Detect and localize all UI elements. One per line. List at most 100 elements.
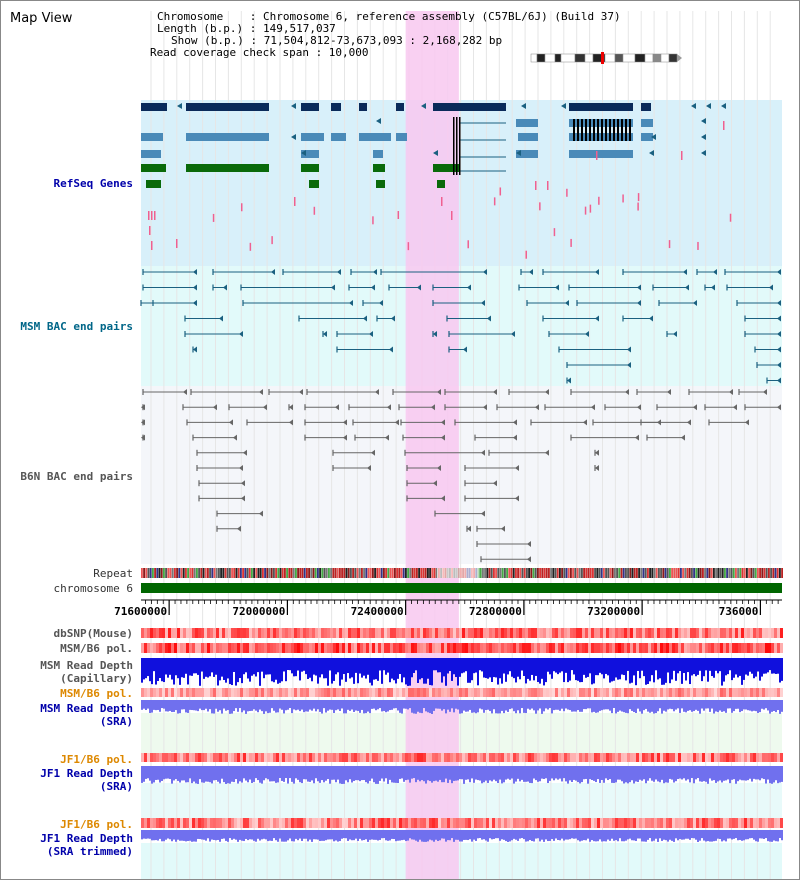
heat-cell xyxy=(504,628,507,638)
heat-cell xyxy=(174,628,177,638)
depth-bar xyxy=(169,766,171,779)
depth-bar xyxy=(147,830,149,839)
depth-bar xyxy=(721,658,723,686)
depth-bar xyxy=(385,766,387,779)
depth-bar xyxy=(779,700,781,714)
heat-cell xyxy=(711,753,714,762)
heat-cell xyxy=(465,688,468,697)
depth-bar xyxy=(335,766,337,783)
depth-bar xyxy=(595,700,597,713)
repeat-mark xyxy=(486,568,489,578)
track-label-refseq[interactable]: RefSeq Genes xyxy=(53,177,133,190)
depth-bar xyxy=(141,658,143,683)
depth-bar xyxy=(433,700,435,711)
depth-bar xyxy=(381,658,383,684)
depth-bar xyxy=(299,658,301,681)
depth-bar xyxy=(463,658,465,673)
bac-end xyxy=(515,495,519,502)
depth-bar xyxy=(361,658,363,678)
depth-bar xyxy=(441,830,443,839)
depth-bar xyxy=(347,700,349,710)
heat-cell xyxy=(366,818,369,828)
heat-cell xyxy=(243,688,246,697)
heat-cell xyxy=(702,628,705,638)
depth-bar xyxy=(541,766,543,779)
gene-arrow xyxy=(701,118,706,124)
heat-cell xyxy=(387,688,390,697)
heat-cell xyxy=(144,753,147,762)
depth-bar xyxy=(149,830,151,839)
bac-end xyxy=(241,480,245,487)
depth-bar xyxy=(173,700,175,712)
heat-cell xyxy=(354,818,357,828)
repeat-mark xyxy=(354,568,357,578)
depth-bar xyxy=(219,766,221,784)
depth-bar xyxy=(567,700,569,710)
heat-cell xyxy=(261,753,264,762)
gene-block xyxy=(301,150,319,158)
depth-bar xyxy=(749,766,751,779)
heat-cell xyxy=(249,818,252,828)
depth-bar xyxy=(513,658,515,679)
heat-cell xyxy=(327,818,330,828)
depth-bar xyxy=(503,700,505,714)
depth-bar xyxy=(437,658,439,673)
heat-cell xyxy=(774,643,777,653)
heat-cell xyxy=(372,688,375,697)
depth-bar xyxy=(399,700,401,713)
heat-cell xyxy=(681,628,684,638)
heat-cell xyxy=(258,688,261,697)
depth-bar xyxy=(237,830,239,842)
heat-cell xyxy=(174,818,177,828)
heat-cell xyxy=(255,643,258,653)
depth-bar xyxy=(781,658,783,681)
bac-end xyxy=(501,525,505,532)
depth-bar xyxy=(591,700,593,713)
depth-bar xyxy=(603,830,605,842)
depth-bar xyxy=(145,830,147,839)
depth-bar xyxy=(303,766,305,780)
depth-bar xyxy=(141,830,143,840)
depth-bar xyxy=(397,766,399,784)
depth-bar xyxy=(657,766,659,782)
depth-bar xyxy=(779,830,781,839)
bac-end xyxy=(441,419,445,426)
heat-cell xyxy=(375,688,378,697)
depth-bar xyxy=(409,766,411,783)
repeat-mark xyxy=(215,568,218,578)
depth-bar xyxy=(465,658,467,672)
depth-bar xyxy=(153,700,155,710)
heat-cell xyxy=(375,643,378,653)
track-label-b6n-bac[interactable]: B6N BAC end pairs xyxy=(20,470,133,483)
depth-bar xyxy=(769,658,771,671)
heat-cell xyxy=(189,818,192,828)
heat-cell xyxy=(585,643,588,653)
heat-cell xyxy=(486,688,489,697)
heat-cell xyxy=(756,628,759,638)
heat-cell xyxy=(570,753,573,762)
bac-end xyxy=(237,525,241,532)
repeat-mark xyxy=(521,568,524,578)
heat-cell xyxy=(747,753,750,762)
heat-cell xyxy=(645,643,648,653)
heat-cell xyxy=(171,688,174,697)
depth-bar xyxy=(253,766,255,782)
refseq-genes xyxy=(141,103,732,259)
depth-bar xyxy=(349,766,351,780)
depth-bar xyxy=(773,700,775,711)
depth-bar xyxy=(159,766,161,783)
track-label-msm-bac[interactable]: MSM BAC end pairs xyxy=(20,320,133,333)
repeat-mark xyxy=(424,568,427,578)
heat-cell xyxy=(462,688,465,697)
depth-bar xyxy=(211,830,213,840)
refseq-mark xyxy=(596,151,598,160)
repeat-mark xyxy=(325,568,328,578)
heat-cell xyxy=(417,753,420,762)
heat-cell xyxy=(336,818,339,828)
heat-cell xyxy=(297,753,300,762)
depth-bar xyxy=(367,830,369,842)
depth-bar xyxy=(483,830,485,840)
b6n-track-bg xyxy=(141,386,782,564)
repeat-mark xyxy=(702,568,704,578)
